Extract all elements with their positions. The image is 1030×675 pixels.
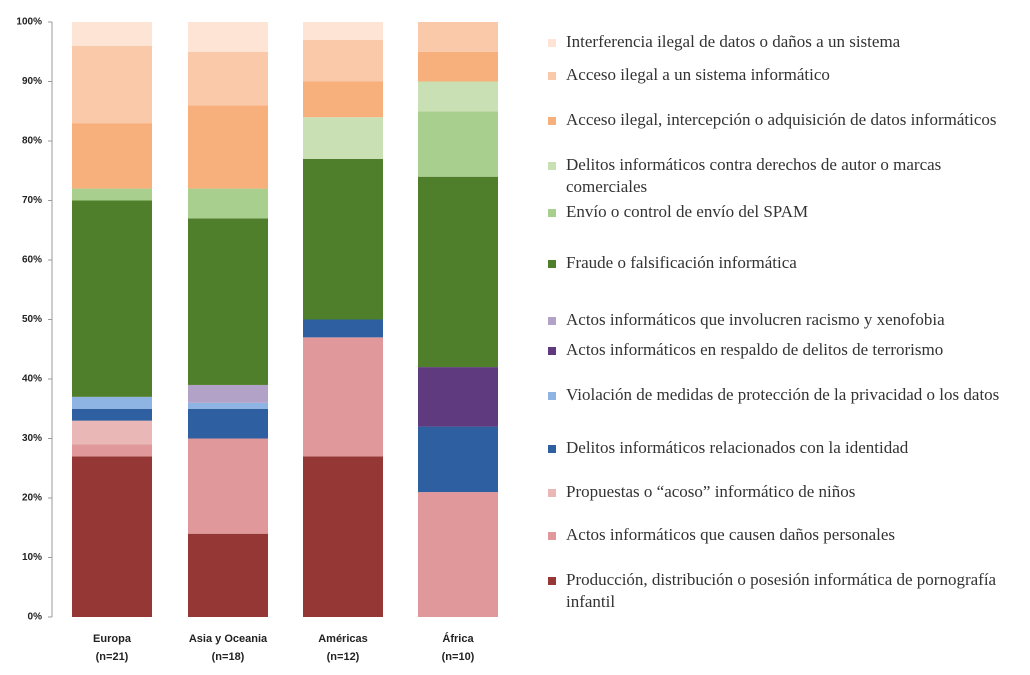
- legend-swatch: [548, 39, 556, 47]
- y-tick-label: 100%: [16, 17, 42, 28]
- bar-segment: [72, 188, 152, 201]
- legend-swatch: [548, 209, 556, 217]
- bar-segment: [303, 117, 383, 159]
- legend-entry: Propuestas o “acoso” informático de niño…: [548, 481, 1026, 503]
- y-tick-label: 80%: [22, 136, 42, 147]
- legend-label: Interferencia ilegal de datos o daños a …: [566, 32, 901, 51]
- bar-segment: [188, 384, 268, 403]
- bar-segment: [72, 456, 152, 617]
- bar-segment: [188, 533, 268, 617]
- legend-label: Producción, distribución o posesión info…: [566, 570, 997, 611]
- bar-segment: [72, 408, 152, 421]
- legend-entry: Actos informáticos en respaldo de delito…: [548, 339, 1026, 361]
- x-tick-label: Américas (n=12): [318, 633, 368, 663]
- legend-entry: Interferencia ilegal de datos o daños a …: [548, 31, 1026, 53]
- legend-swatch: [548, 392, 556, 400]
- y-tick-label: 20%: [22, 493, 42, 504]
- bar-segment: [418, 51, 498, 82]
- legend-entry: Actos informáticos que involucren racism…: [548, 309, 1026, 331]
- bar-segment: [418, 492, 498, 617]
- bar-segment: [72, 396, 152, 409]
- y-tick-label: 60%: [22, 255, 42, 266]
- bar-segment: [418, 367, 498, 427]
- bar-segment: [72, 420, 152, 445]
- bar-segment: [188, 218, 268, 385]
- legend-swatch: [548, 489, 556, 497]
- bar-segment: [188, 105, 268, 189]
- bar-segment: [418, 22, 498, 52]
- bar-segment: [303, 81, 383, 118]
- legend-label: Actos informáticos que involucren racism…: [566, 310, 945, 329]
- bar-segment: [303, 158, 383, 320]
- legend-swatch: [548, 532, 556, 540]
- legend-swatch: [548, 260, 556, 268]
- y-tick-label: 40%: [22, 374, 42, 385]
- bar-segment: [72, 22, 152, 46]
- bar-segment: [303, 337, 383, 457]
- y-tick-label: 70%: [22, 195, 42, 206]
- y-tick-label: 0%: [28, 612, 43, 623]
- legend-label: Envío o control de envío del SPAM: [566, 202, 809, 221]
- bar-segment: [418, 111, 498, 177]
- legend-label: Delitos informáticos contra derechos de …: [566, 155, 942, 196]
- legend-entry: Acceso ilegal, intercepción o adquisició…: [548, 109, 1026, 131]
- legend-swatch: [548, 577, 556, 585]
- bar-segment: [418, 81, 498, 112]
- bar-segment: [72, 200, 152, 397]
- bar-segment: [303, 22, 383, 40]
- bar-segment: [72, 45, 152, 124]
- legend-entry: Delitos informáticos relacionados con la…: [548, 437, 1026, 459]
- bar-segment: [303, 456, 383, 617]
- legend-swatch: [548, 162, 556, 170]
- bar-segment: [72, 123, 152, 189]
- legend-entry: Delitos informáticos contra derechos de …: [548, 154, 1026, 198]
- bar-segment: [188, 188, 268, 219]
- bar-segment: [188, 22, 268, 52]
- legend-label: Delitos informáticos relacionados con la…: [566, 438, 909, 457]
- bar-segment: [188, 51, 268, 106]
- y-tick-label: 30%: [22, 433, 42, 444]
- legend-label: Fraude o falsificación informática: [566, 253, 797, 272]
- legend-label: Actos informáticos en respaldo de delito…: [566, 340, 944, 359]
- legend-entry: Acceso ilegal a un sistema informático: [548, 64, 1026, 86]
- x-tick-label: Asia y Oceania (n=18): [188, 633, 268, 663]
- x-tick-label: África (n=10): [441, 633, 475, 663]
- legend-swatch: [548, 117, 556, 125]
- legend-swatch: [548, 445, 556, 453]
- bar-segment: [418, 426, 498, 493]
- bar-segment: [303, 39, 383, 82]
- legend-swatch: [548, 317, 556, 325]
- legend-label: Acceso ilegal a un sistema informático: [566, 65, 830, 84]
- legend-label: Actos informáticos que causen daños pers…: [566, 525, 896, 544]
- bar-segment: [188, 408, 268, 439]
- legend-swatch: [548, 347, 556, 355]
- legend-label: Acceso ilegal, intercepción o adquisició…: [566, 110, 997, 129]
- legend-entry: Actos informáticos que causen daños pers…: [548, 524, 1026, 546]
- bar-segment: [188, 438, 268, 534]
- bar-segment: [188, 402, 268, 409]
- x-tick-label: Europa (n=21): [93, 633, 131, 663]
- legend-label: Propuestas o “acoso” informático de niño…: [566, 482, 856, 501]
- legend-entry: Envío o control de envío del SPAM: [548, 201, 1026, 223]
- bar-segment: [303, 319, 383, 338]
- y-tick-label: 50%: [22, 314, 42, 325]
- legend-entry: Producción, distribución o posesión info…: [548, 569, 1026, 613]
- y-tick-label: 90%: [22, 76, 42, 87]
- y-tick-label: 10%: [22, 552, 42, 563]
- legend-swatch: [548, 72, 556, 80]
- bar-segment: [418, 176, 498, 368]
- legend-entry: Violación de medidas de protección de la…: [548, 384, 1026, 406]
- bar-segment: [72, 444, 152, 457]
- legend-label: Violación de medidas de protección de la…: [566, 385, 1000, 404]
- legend-entry: Fraude o falsificación informática: [548, 252, 1026, 274]
